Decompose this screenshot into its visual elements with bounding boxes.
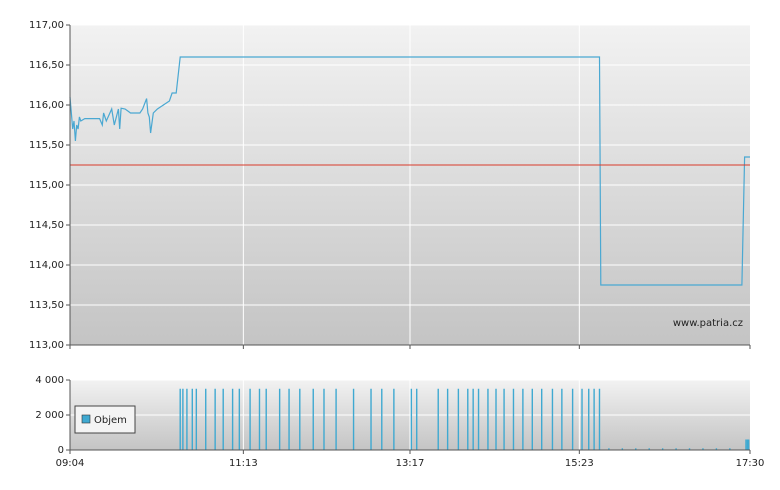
volume-bar — [437, 388, 439, 450]
x-tick-label: 13:17 — [396, 458, 425, 469]
volume-bar — [195, 388, 198, 450]
volume-bar — [214, 388, 216, 450]
volume-bar — [179, 388, 181, 450]
volume-bar — [410, 388, 413, 450]
volume-bar — [222, 388, 224, 450]
y-tick-label: 114,00 — [29, 260, 64, 271]
volume-bar — [540, 388, 543, 450]
y-tick-label: 0 — [58, 445, 64, 456]
volume-bar — [323, 388, 325, 450]
y-tick-label: 114,50 — [29, 220, 64, 231]
volume-bar — [561, 388, 563, 450]
volume-bar — [278, 388, 281, 450]
volume-bar — [729, 448, 731, 450]
volume-bar — [191, 388, 193, 450]
volume-bar — [352, 388, 355, 450]
x-tick-label: 17:30 — [736, 458, 765, 469]
y-tick-label: 115,50 — [29, 140, 64, 151]
volume-bar — [495, 388, 497, 450]
volume-bar — [522, 388, 524, 450]
legend-label: Objem — [94, 415, 127, 426]
volume-bar — [688, 448, 691, 450]
volume-bar — [593, 388, 595, 450]
volume-bar — [702, 448, 704, 450]
x-tick-label: 11:13 — [229, 458, 258, 469]
volume-bar — [467, 388, 469, 450]
y-tick-label: 113,50 — [29, 300, 64, 311]
price-line — [69, 56, 750, 286]
volume-bar — [381, 388, 383, 450]
volume-bar — [288, 388, 290, 450]
x-tick-label: 15:23 — [565, 458, 594, 469]
price-chart: 113,00 113,50 114,00 114,50 115,00 115,50 116,… — [29, 20, 751, 351]
x-tick-label: 09:04 — [56, 458, 85, 469]
volume-bar — [299, 388, 301, 450]
volume-bar — [258, 388, 261, 450]
volume-bar — [551, 388, 554, 450]
volume-bar — [598, 388, 601, 450]
volume-bar — [446, 388, 449, 450]
volume-bar — [370, 388, 372, 450]
volume-bar — [186, 388, 188, 450]
volume-bar — [512, 388, 515, 450]
y-tick-label: 116,00 — [29, 100, 64, 111]
volume-bar — [477, 388, 480, 450]
volume-bar — [531, 388, 533, 450]
volume-bar — [503, 388, 505, 450]
y-tick-label: 2 000 — [35, 410, 64, 421]
y-tick-label: 4 000 — [35, 375, 64, 386]
volume-bar — [238, 388, 241, 450]
volume-bar — [648, 448, 650, 450]
volume-bar — [393, 388, 395, 450]
volume-bar — [472, 388, 474, 450]
volume-bar — [675, 448, 677, 450]
volume-bar — [182, 388, 184, 450]
y-tick-label: 115,00 — [29, 180, 64, 191]
volume-bar — [205, 388, 207, 450]
volume-bar — [231, 388, 234, 450]
volume-bar — [621, 448, 624, 450]
volume-bar — [746, 439, 749, 450]
y-tick-label: 116,50 — [29, 60, 64, 71]
volume-bar — [635, 448, 637, 450]
volume-bar — [661, 448, 664, 450]
volume-bar — [715, 448, 718, 450]
volume-bar — [416, 388, 418, 450]
volume-bar — [608, 448, 610, 450]
volume-bar — [457, 388, 460, 450]
volume-bar — [571, 388, 574, 450]
volume-bar — [745, 439, 747, 450]
y-tick-label: 117,00 — [29, 20, 64, 31]
y-tick-label: 113,00 — [29, 340, 64, 351]
watermark: www.patria.cz — [673, 318, 743, 329]
volume-bar — [312, 388, 314, 450]
volume-bar — [335, 388, 337, 450]
volume-bar — [747, 439, 750, 450]
legend-swatch — [81, 414, 91, 424]
volume-bar — [249, 388, 251, 450]
volume-bar — [487, 388, 489, 450]
volume-bar — [581, 388, 583, 450]
volume-bar — [588, 388, 590, 450]
volume-bar — [265, 388, 267, 450]
